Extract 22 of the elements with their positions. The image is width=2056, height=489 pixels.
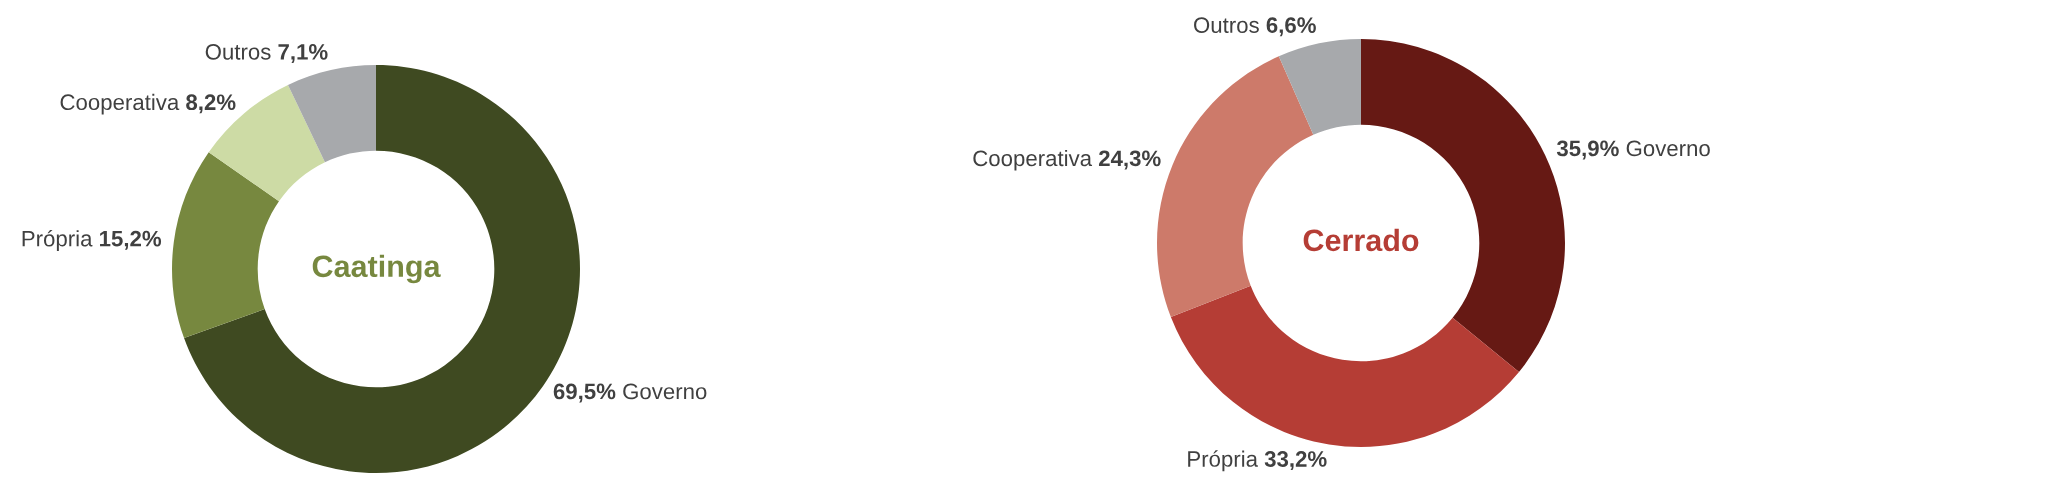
data-label: 35,9% — [1556, 140, 1619, 160]
data-label: 69,5% — [553, 383, 616, 403]
data-label: 33,2% — [1264, 451, 1327, 471]
slice-label: Outros — [1194, 17, 1259, 33]
text: Caatinga — [312, 254, 441, 284]
data-label: 8,2% — [186, 94, 236, 114]
slice-label: Governo — [1626, 140, 1710, 157]
text: Cerrado — [1303, 228, 1419, 252]
data-label: 15,2% — [100, 230, 162, 250]
slice-label: Outros — [205, 43, 271, 60]
slice-label: Cooperativa — [60, 93, 180, 115]
slice-label: Cooperativa — [973, 149, 1093, 171]
data-label: 6,6% — [1266, 17, 1316, 37]
donut-slice — [1278, 39, 1361, 135]
slice-label: Própria — [1188, 450, 1258, 472]
donut-slice — [287, 65, 376, 163]
donut-slice — [1170, 285, 1519, 447]
data-label: 24,3% — [1098, 150, 1161, 170]
slice-label: Governo — [623, 383, 707, 400]
slice-label: Própria — [22, 229, 93, 251]
data-label: 7,1% — [278, 44, 328, 63]
donut-slice — [172, 152, 279, 339]
